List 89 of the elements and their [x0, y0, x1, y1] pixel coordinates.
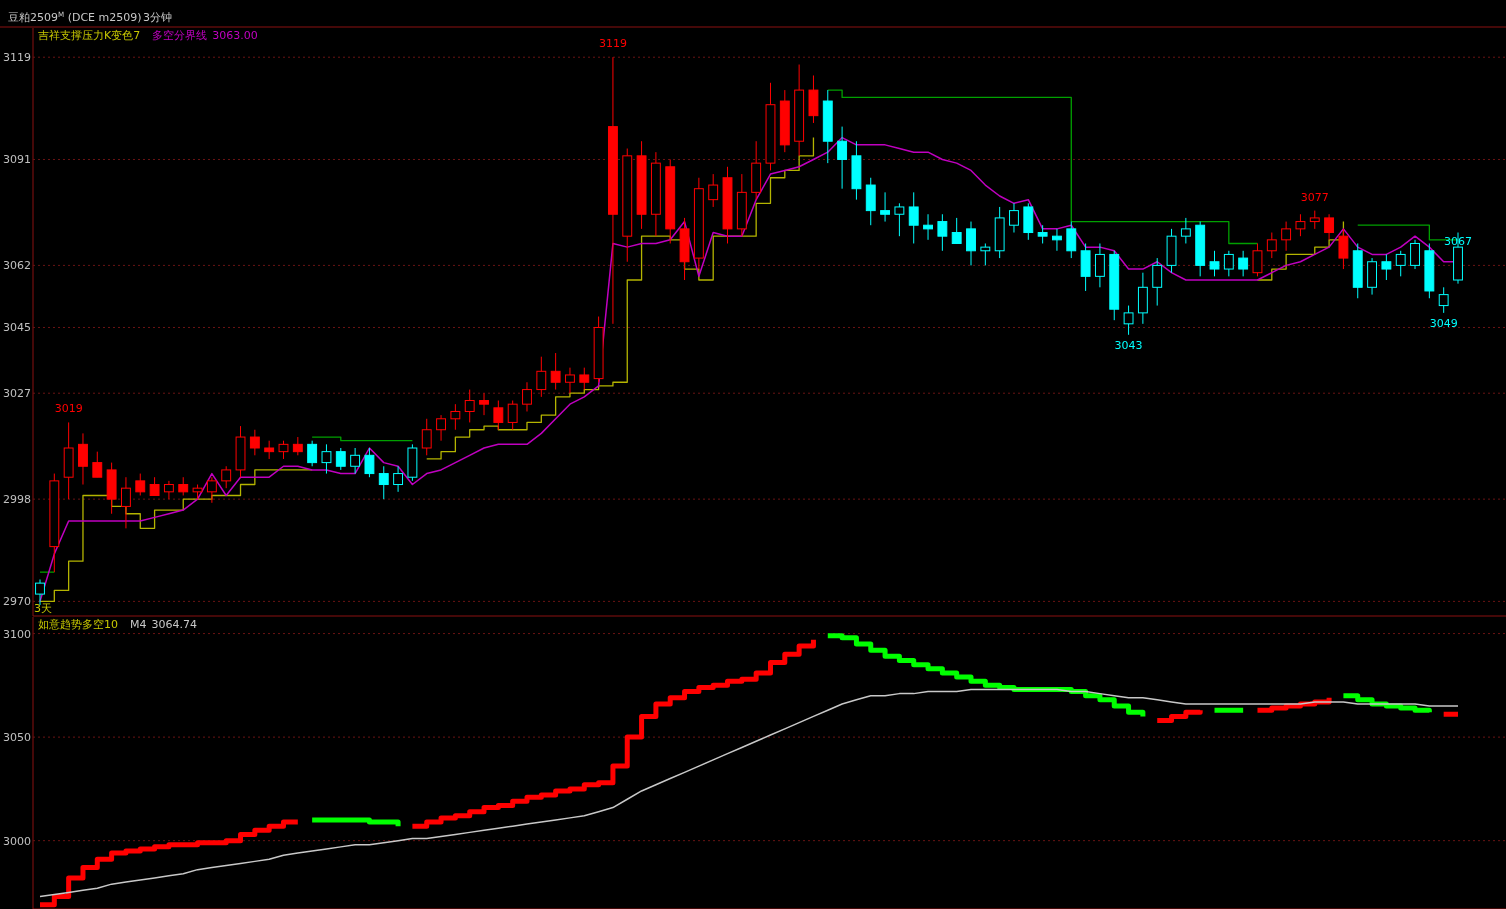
candlestick [951, 217, 962, 244]
candlestick [1209, 250, 1220, 277]
candlestick [1338, 228, 1349, 270]
candlestick [378, 465, 389, 500]
candlestick [78, 432, 88, 486]
candlestick [1381, 253, 1392, 281]
candlestick [1395, 250, 1406, 277]
candlestick [579, 367, 590, 391]
annotation: 3119 [598, 37, 627, 51]
candlestick [966, 221, 976, 266]
chart-subtitle: 3分钟 [143, 11, 172, 24]
y-tick-label: 3100 [3, 627, 31, 641]
candlestick [393, 465, 404, 493]
candlestick [350, 447, 361, 475]
text: M4 [130, 618, 147, 631]
chart-title: 豆粕2509$^{M}$ (DCE m2509) [8, 9, 142, 24]
y-tick-label: 3027 [3, 387, 31, 401]
candlestick [507, 400, 518, 431]
candlestick [450, 403, 461, 431]
candlestick [1009, 202, 1019, 234]
candlestick [1037, 224, 1048, 244]
line-series [39, 688, 1459, 898]
candlestick [880, 191, 891, 223]
candlestick [221, 465, 232, 489]
candlestick [1281, 221, 1292, 252]
candlestick [421, 418, 432, 456]
candlestick [121, 476, 131, 529]
annotation: 3天 [34, 602, 52, 615]
candlestick [1266, 232, 1277, 259]
candlestick [149, 476, 160, 496]
candlestick [1094, 242, 1105, 288]
y-tick-label: 3062 [3, 259, 31, 273]
candlestick [923, 213, 933, 241]
candlestick [206, 476, 217, 504]
candlestick [837, 126, 848, 190]
candlestick [364, 447, 375, 478]
candlestick [536, 356, 547, 398]
annotation: 3064.74 [151, 618, 197, 631]
y-tick-label: 2970 [3, 595, 31, 609]
candlestick [321, 443, 332, 475]
candlestick [1309, 210, 1320, 230]
candlestick [292, 436, 303, 456]
candlestick [894, 202, 905, 237]
annotation: 3067 [1444, 234, 1472, 248]
y-tick-label: 3000 [3, 834, 31, 848]
candlestick [178, 476, 189, 496]
candlestick [1123, 305, 1134, 336]
annotation: 3077 [1300, 190, 1329, 204]
candlestick [1252, 242, 1263, 277]
candlestick [1066, 221, 1077, 259]
candlestick [278, 440, 289, 460]
candlestick [92, 451, 103, 478]
candlestick [565, 367, 575, 394]
candlestick [937, 213, 948, 252]
candlestick [708, 173, 719, 208]
candlestick [464, 389, 475, 423]
candlestick [163, 480, 174, 500]
annotation: 3043 [1114, 338, 1143, 352]
annotation: 3019 [54, 402, 83, 416]
candlestick [980, 242, 991, 266]
annotation: 3049 [1429, 316, 1458, 330]
candlestick [264, 440, 275, 460]
candlestick [1152, 257, 1163, 307]
candlestick [335, 447, 346, 471]
candlestick [1295, 213, 1306, 237]
candlestick [479, 392, 489, 416]
y-tick-label: 3045 [3, 321, 31, 335]
candlestick [249, 429, 260, 456]
candlestick [1438, 286, 1449, 314]
candlestick [908, 191, 919, 244]
candlestick [1180, 217, 1191, 244]
text: 多空分界线 [152, 29, 208, 42]
candlestick [436, 414, 446, 442]
candlestick [1324, 213, 1335, 241]
candlestick [522, 381, 532, 412]
legend-title: 如意趋势多空10 [38, 618, 118, 631]
candlestick [1223, 250, 1234, 277]
y-tick-label: 2998 [3, 493, 31, 507]
y-tick-label: 3091 [3, 153, 31, 167]
legend-title: 吉祥支撑压力K变色7 [38, 29, 141, 42]
candlestick [550, 352, 561, 391]
candlestick [1238, 250, 1249, 277]
candlestick [493, 400, 504, 431]
candlestick [135, 473, 146, 496]
candlestick [307, 440, 318, 467]
annotation: 3063.00 [212, 29, 258, 42]
candlestick [1410, 239, 1420, 270]
y-tick-label: 3050 [3, 731, 31, 745]
y-tick-label: 3119 [3, 51, 31, 65]
